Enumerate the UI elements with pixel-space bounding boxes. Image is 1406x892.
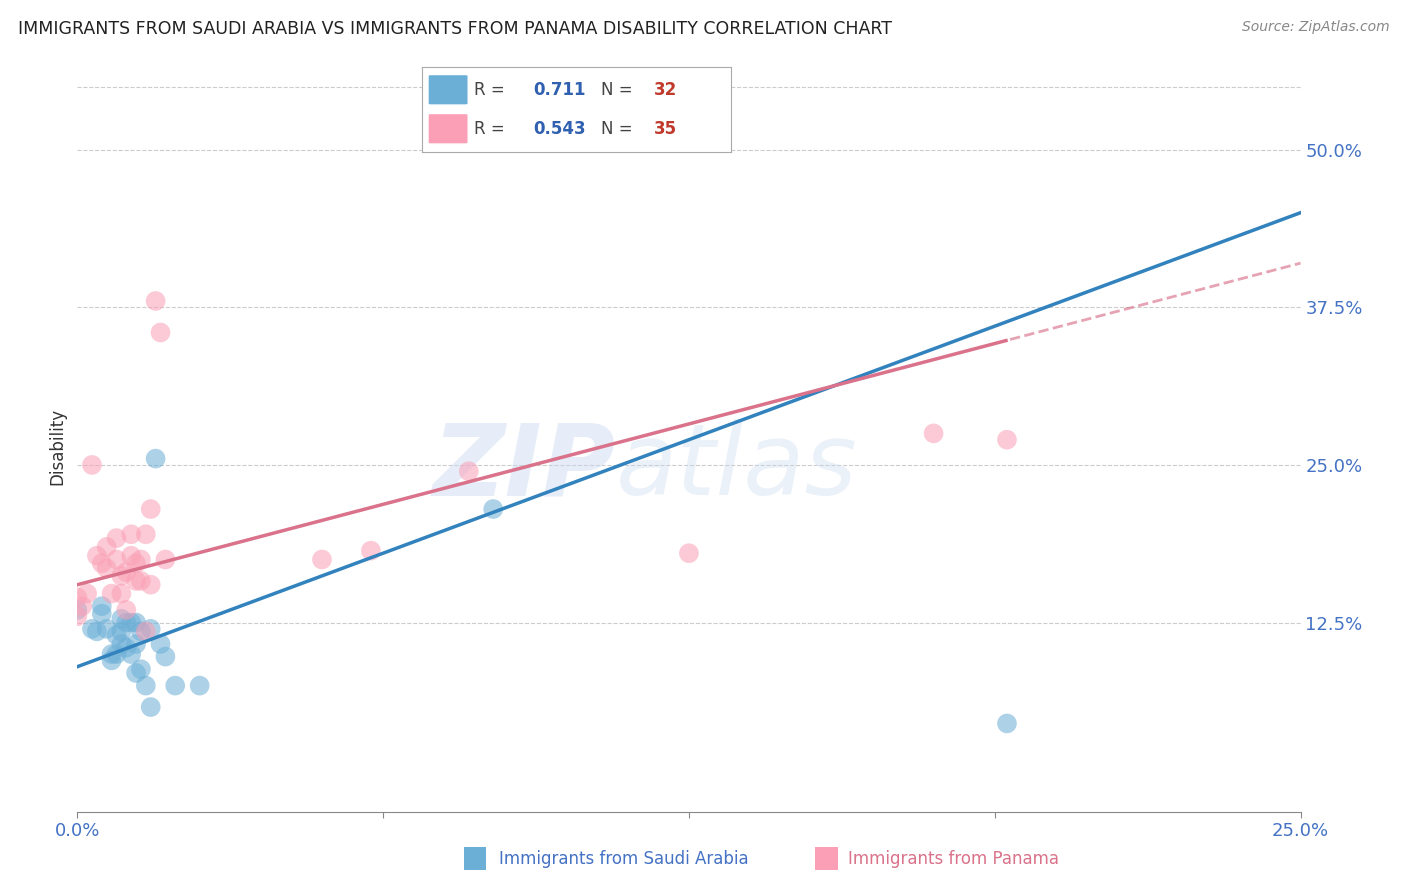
- Y-axis label: Disability: Disability: [48, 408, 66, 484]
- Point: [105, 628, 128, 642]
- Text: 0.711: 0.711: [533, 81, 586, 99]
- Point: [115, 615, 138, 630]
- Point: [482, 502, 505, 516]
- Point: [145, 451, 167, 466]
- Point: [110, 624, 132, 639]
- Point: [125, 556, 148, 570]
- FancyBboxPatch shape: [427, 113, 468, 144]
- Text: R =: R =: [474, 81, 510, 99]
- Text: N =: N =: [602, 81, 638, 99]
- Point: [96, 540, 118, 554]
- Point: [105, 552, 128, 566]
- Point: [145, 293, 167, 308]
- Text: IMMIGRANTS FROM SAUDI ARABIA VS IMMIGRANTS FROM PANAMA DISABILITY CORRELATION CH: IMMIGRANTS FROM SAUDI ARABIA VS IMMIGRAN…: [18, 20, 893, 37]
- Point: [139, 502, 162, 516]
- Point: [110, 637, 132, 651]
- Point: [66, 603, 89, 617]
- Point: [120, 549, 142, 563]
- Point: [139, 622, 162, 636]
- Text: ZIP: ZIP: [433, 419, 616, 516]
- Point: [76, 586, 98, 600]
- Point: [678, 546, 700, 560]
- Point: [129, 662, 152, 676]
- Point: [311, 552, 333, 566]
- Point: [360, 543, 382, 558]
- Point: [90, 607, 112, 621]
- Point: [135, 679, 157, 693]
- Point: [129, 624, 152, 639]
- Point: [115, 640, 138, 655]
- Point: [995, 433, 1018, 447]
- Point: [115, 603, 138, 617]
- Point: [149, 326, 172, 340]
- Text: 0.543: 0.543: [533, 120, 586, 137]
- Text: 35: 35: [654, 120, 676, 137]
- Point: [120, 615, 142, 630]
- Point: [149, 637, 172, 651]
- Text: atlas: atlas: [616, 419, 858, 516]
- Point: [96, 622, 118, 636]
- Point: [96, 561, 118, 575]
- Point: [110, 586, 132, 600]
- Point: [80, 622, 103, 636]
- Text: 32: 32: [654, 81, 678, 99]
- Point: [155, 552, 177, 566]
- Point: [129, 552, 152, 566]
- Point: [135, 527, 157, 541]
- Point: [165, 679, 187, 693]
- Point: [110, 612, 132, 626]
- Point: [139, 700, 162, 714]
- Text: Immigrants from Panama: Immigrants from Panama: [848, 850, 1059, 868]
- Point: [70, 599, 93, 614]
- Text: N =: N =: [602, 120, 638, 137]
- Text: Immigrants from Saudi Arabia: Immigrants from Saudi Arabia: [499, 850, 749, 868]
- Point: [125, 665, 148, 680]
- Point: [105, 531, 128, 545]
- Point: [66, 609, 89, 624]
- Point: [139, 578, 162, 592]
- Point: [125, 637, 148, 651]
- Text: Source: ZipAtlas.com: Source: ZipAtlas.com: [1241, 20, 1389, 34]
- Point: [125, 615, 148, 630]
- Point: [120, 647, 142, 661]
- Point: [86, 624, 108, 639]
- Point: [86, 549, 108, 563]
- Point: [80, 458, 103, 472]
- Point: [66, 591, 89, 605]
- Point: [90, 599, 112, 614]
- Point: [90, 556, 112, 570]
- Point: [922, 426, 945, 441]
- Point: [120, 527, 142, 541]
- Point: [110, 569, 132, 583]
- Point: [125, 574, 148, 588]
- Point: [995, 716, 1018, 731]
- Point: [100, 647, 122, 661]
- Text: R =: R =: [474, 120, 510, 137]
- Point: [105, 647, 128, 661]
- Point: [155, 649, 177, 664]
- Point: [457, 464, 479, 478]
- Point: [115, 565, 138, 579]
- Point: [100, 653, 122, 667]
- Point: [100, 586, 122, 600]
- Point: [135, 624, 157, 639]
- Point: [188, 679, 211, 693]
- Point: [129, 574, 152, 588]
- FancyBboxPatch shape: [427, 75, 468, 105]
